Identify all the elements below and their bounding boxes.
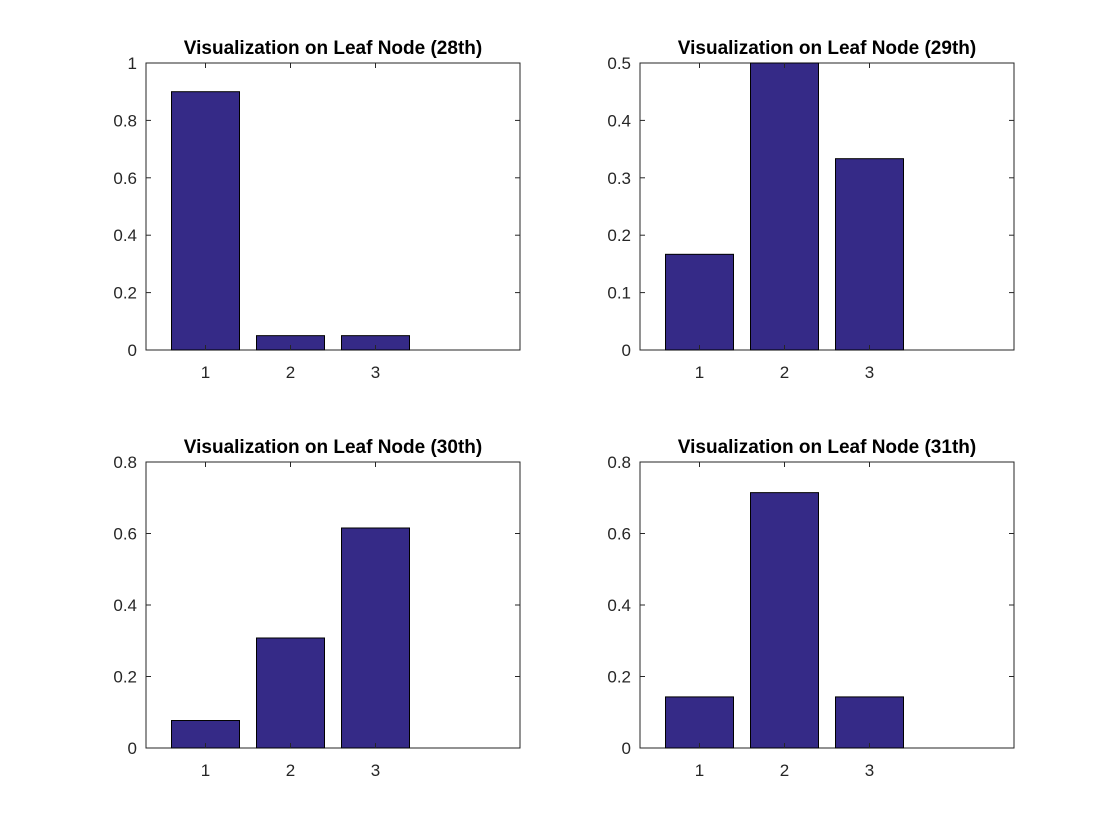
y-tick-label: 0.8	[113, 453, 137, 472]
y-tick-label: 0.4	[113, 226, 137, 245]
y-tick-label: 0	[622, 739, 631, 758]
x-tick-label: 3	[865, 761, 874, 780]
y-tick-label: 0.3	[607, 169, 631, 188]
chart-panel-3: 0 0.2 0.4 0.6 0.8 1 2 3 Visualization on Leaf No…	[113, 437, 521, 780]
bar-1	[665, 696, 734, 749]
y-tick-label: 0	[128, 739, 137, 758]
x-tick-label: 3	[865, 363, 874, 382]
x-tick-label: 2	[780, 363, 789, 382]
chart-title: Visualization on Leaf Node (30th)	[184, 437, 482, 458]
y-tick-label: 0.2	[607, 668, 631, 687]
y-tick-label: 0.2	[113, 284, 137, 303]
y-tick-label: 0.6	[113, 169, 137, 188]
y-tick-label: 0.4	[113, 596, 137, 615]
y-tick-label: 0.1	[607, 284, 631, 303]
chart-panel-2: 0 0.1 0.2 0.3 0.4 0.5 1 2 3 Visualization on Leaf…	[607, 38, 1015, 382]
x-tick-label: 1	[695, 761, 704, 780]
y-tick-label: 0.6	[113, 525, 137, 544]
x-tick-label: 1	[201, 363, 210, 382]
y-tick-label: 0	[622, 341, 631, 360]
y-tick-label: 0.4	[607, 596, 631, 615]
y-tick-label: 0.8	[607, 453, 631, 472]
chart-title: Visualization on Leaf Node (29th)	[678, 38, 976, 59]
y-tick-label: 1	[128, 54, 137, 73]
chart-title: Visualization on Leaf Node (31th)	[678, 437, 976, 458]
bar-3	[341, 527, 410, 749]
x-tick-label: 3	[371, 761, 380, 780]
y-tick-label: 0.6	[607, 525, 631, 544]
chart-title: Visualization on Leaf Node (28th)	[184, 38, 482, 59]
x-tick-label: 1	[695, 363, 704, 382]
bar-2	[750, 62, 819, 351]
y-tick-label: 0.5	[607, 54, 631, 73]
y-tick-label: 0.8	[113, 111, 137, 130]
bar-2	[256, 637, 325, 749]
chart-panel-1: 0 0.2 0.4 0.6 0.8 1 1 2 3 Visualization on Leaf N…	[113, 38, 521, 382]
y-tick-label: 0.4	[607, 111, 631, 130]
x-tick-label: 3	[371, 363, 380, 382]
bar-2	[750, 492, 819, 749]
chart-panel-4: 0 0.2 0.4 0.6 0.8 1 2 3 Visualization on Leaf No…	[607, 437, 1015, 780]
x-tick-label: 2	[286, 363, 295, 382]
x-tick-label: 2	[780, 761, 789, 780]
axes-box	[145, 461, 521, 749]
bar-1	[171, 91, 240, 351]
y-tick-label: 0.2	[607, 226, 631, 245]
bar-3	[835, 696, 904, 749]
y-tick-label: 0	[128, 341, 137, 360]
bar-3	[835, 158, 904, 351]
x-tick-label: 2	[286, 761, 295, 780]
x-tick-label: 1	[201, 761, 210, 780]
bar-1	[665, 253, 734, 351]
y-tick-label: 0.2	[113, 668, 137, 687]
